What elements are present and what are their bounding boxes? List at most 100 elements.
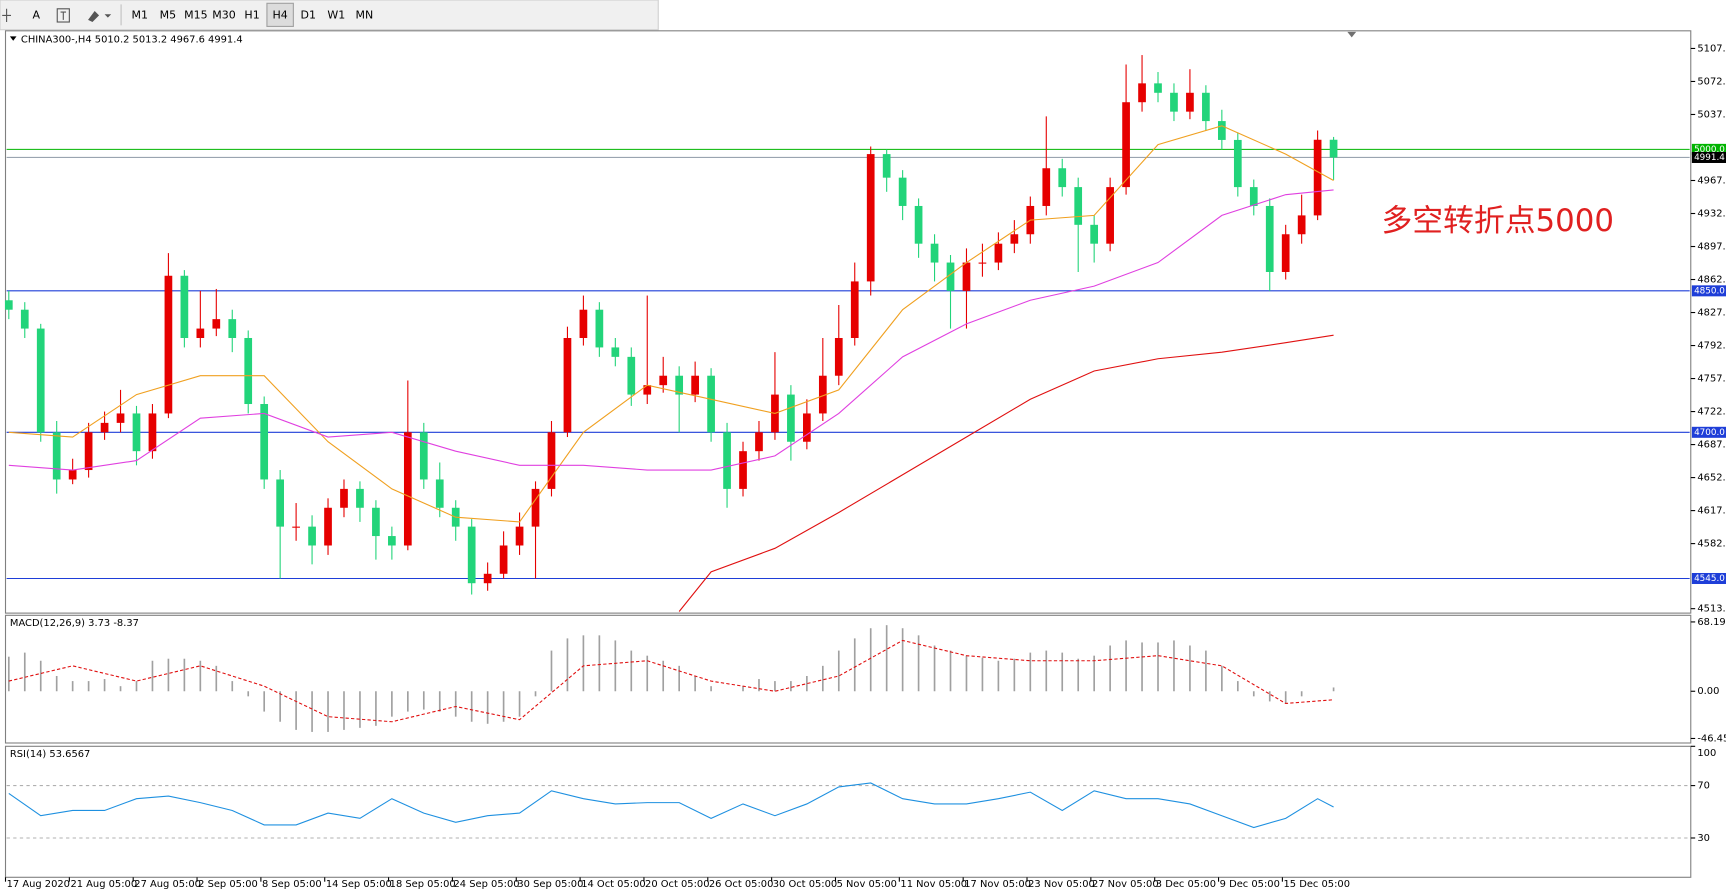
toolbar: A M1 M5 M15 M30 H1 H4 D1 W1 MN — [0, 0, 659, 31]
level-tag — [1691, 572, 1726, 585]
candle-body — [308, 526, 316, 546]
moving-average — [678, 334, 1334, 612]
candle-body — [962, 262, 971, 291]
timeframe-button[interactable]: D1 — [300, 8, 315, 21]
candle-body — [547, 432, 556, 489]
candle-body — [1281, 234, 1290, 272]
candle-body — [276, 479, 284, 527]
macd-bar — [853, 638, 856, 692]
x-tick-label: 30 Sep 05:00 — [517, 879, 583, 890]
candle-body — [36, 328, 45, 433]
macd-bar — [933, 645, 936, 692]
y-tick-label: 4932.0 — [1697, 209, 1726, 220]
macd-bar — [1205, 650, 1207, 692]
macd-bar — [550, 650, 553, 692]
candle-body — [372, 507, 380, 537]
macd-bar — [375, 691, 377, 726]
candle-body — [787, 394, 795, 442]
y-tick-label: 5037.0 — [1697, 109, 1726, 120]
macd-bar — [614, 640, 617, 692]
candle-body — [834, 337, 843, 376]
timeframe-button[interactable]: M15 — [184, 8, 208, 21]
macd-bar — [694, 676, 696, 692]
macd-bar — [1284, 691, 1287, 704]
macd-bar — [23, 652, 26, 692]
crosshair-icon[interactable] — [2, 8, 12, 23]
candle-body — [1106, 187, 1114, 244]
timeframe-button[interactable]: MN — [355, 8, 373, 21]
macd-bar — [135, 681, 138, 692]
candle-body — [1170, 92, 1178, 112]
candle-body — [467, 526, 476, 584]
macd-bar — [391, 691, 393, 717]
candle-body — [1042, 168, 1051, 206]
macd-bar — [1252, 691, 1255, 697]
candle-body — [1010, 234, 1019, 244]
shapes-tool[interactable] — [88, 11, 112, 23]
macd-bar — [343, 691, 345, 730]
macd-bar — [981, 657, 984, 692]
macd-bar — [534, 691, 537, 697]
macd-title: MACD(12,26,9) 3.73 -8.37 — [10, 618, 139, 629]
macd-bar — [71, 681, 74, 692]
candle-body — [1249, 187, 1258, 206]
signal-line — [8, 639, 1334, 723]
candle-body — [1138, 83, 1146, 103]
candle-body — [1297, 215, 1306, 235]
x-tick-label: 18 Sep 05:00 — [390, 879, 456, 890]
candle-body — [563, 337, 572, 433]
candle-body — [132, 413, 141, 452]
macd-bar — [407, 691, 409, 712]
candle-body — [707, 375, 715, 433]
x-tick-label: 27 Aug 05:00 — [134, 879, 201, 890]
macd-bar — [598, 635, 601, 692]
macd-bar — [247, 691, 250, 697]
candle-body — [1217, 121, 1226, 140]
x-tick-label: 21 Aug 05:00 — [70, 879, 137, 890]
macd-bar — [1300, 691, 1303, 697]
y-tick-label: 4827.0 — [1697, 308, 1726, 319]
timeframe-button[interactable]: H4 — [273, 8, 288, 21]
timeframe-button[interactable]: W1 — [327, 8, 345, 21]
macd-bar — [1141, 642, 1143, 692]
y-tick-label: 4513.0 — [1697, 604, 1726, 615]
x-tick-label: 30 Oct 05:00 — [773, 879, 837, 890]
candle-body — [388, 536, 396, 546]
moving-average — [8, 189, 1334, 471]
x-tick-label: 5 Nov 05:00 — [837, 879, 897, 890]
macd-bar — [55, 676, 58, 692]
timeframe-button[interactable]: H1 — [244, 8, 259, 21]
candle-body — [739, 451, 747, 489]
level-tag — [1691, 151, 1726, 163]
level-label: 4991.4 — [1694, 153, 1725, 163]
macd-bar — [486, 691, 489, 724]
rsi-line — [8, 782, 1334, 829]
macd-bar — [263, 691, 266, 712]
candle-body — [723, 432, 731, 489]
x-tick-label: 20 Oct 05:00 — [645, 879, 709, 890]
candle-body — [340, 488, 348, 508]
y-tick-label: 70 — [1697, 781, 1710, 792]
macd-bar — [518, 691, 521, 717]
candle-body — [20, 309, 29, 329]
level-label: 4850.0 — [1694, 286, 1725, 296]
macd-bar — [470, 691, 473, 722]
text-tool[interactable]: A — [33, 8, 41, 21]
candle-body — [116, 413, 125, 423]
label-tool[interactable] — [56, 8, 70, 23]
macd-bar — [566, 638, 569, 692]
candle-body — [148, 413, 157, 452]
shift-marker[interactable] — [1347, 31, 1357, 38]
x-tick-label: 2 Sep 05:00 — [198, 879, 258, 890]
macd-bar — [710, 686, 712, 692]
y-tick-label: 4897.0 — [1697, 242, 1726, 253]
timeframe-button[interactable]: M1 — [132, 8, 149, 21]
macd-bar — [454, 691, 457, 717]
timeframe-button[interactable]: M30 — [212, 8, 236, 21]
timeframe-button[interactable]: M5 — [160, 8, 177, 21]
candle-body — [691, 375, 699, 395]
candle-body — [659, 375, 668, 386]
macd-bar — [295, 691, 297, 730]
candle-body — [403, 432, 412, 546]
macd-bar — [215, 665, 218, 692]
